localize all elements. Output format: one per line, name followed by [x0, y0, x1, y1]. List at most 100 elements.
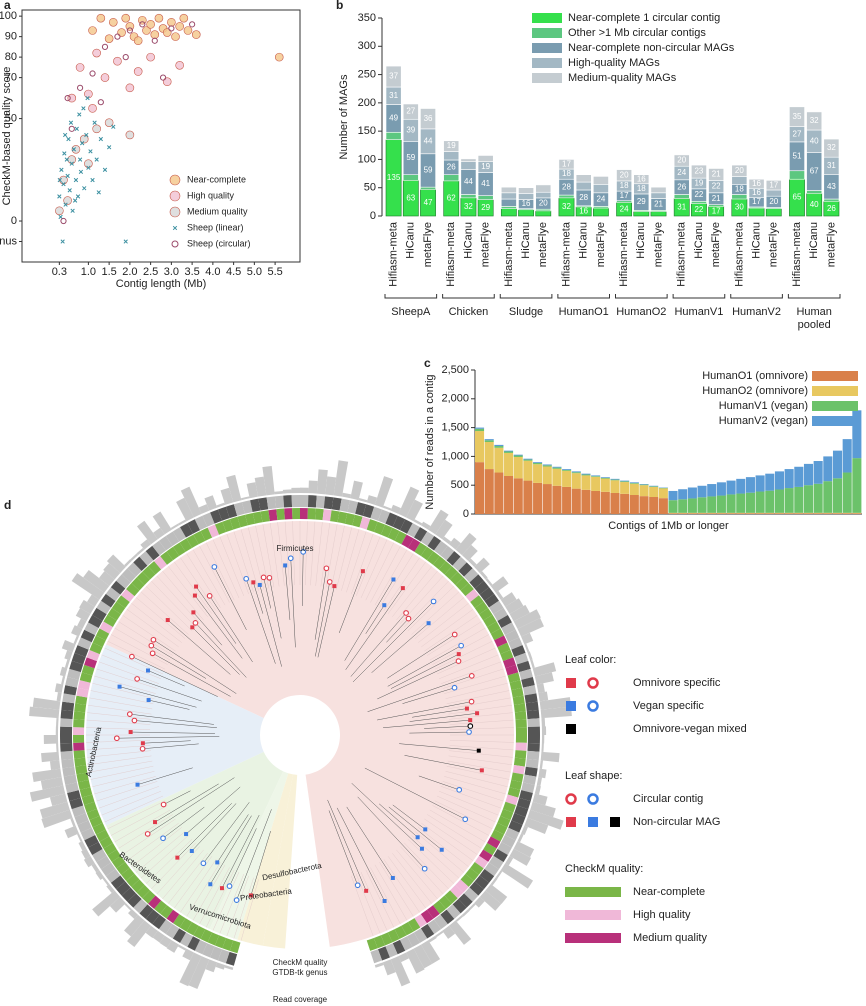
leaf — [287, 555, 294, 562]
genus-cell — [187, 519, 201, 534]
genus-cell — [516, 797, 531, 810]
branch — [116, 736, 220, 739]
bar-segment — [533, 462, 543, 464]
bar-value-label: 31 — [389, 91, 398, 100]
branch — [424, 725, 471, 729]
genus-cell — [60, 718, 73, 728]
spoke — [140, 835, 189, 879]
branch — [418, 775, 460, 791]
coverage-bar — [226, 474, 242, 503]
checkm-cell — [315, 508, 324, 521]
genus-cell — [523, 774, 537, 785]
genus-cell — [377, 946, 390, 961]
bar-segment — [385, 131, 402, 140]
spoke — [262, 524, 275, 588]
branch — [345, 587, 404, 670]
genus-cell — [524, 693, 538, 704]
checkm-cell — [73, 750, 86, 759]
genus-cell — [92, 607, 107, 621]
coverage-bar — [49, 760, 61, 770]
genus-cell — [511, 812, 526, 825]
genus-cell — [165, 531, 180, 546]
x-tick-label: Hifiasm-meta — [560, 221, 572, 287]
bar-segment — [736, 513, 746, 514]
bar-segment — [794, 486, 804, 513]
bar-segment — [620, 493, 630, 514]
checkm-cell — [387, 929, 400, 943]
bar-segment — [500, 208, 517, 217]
spoke — [440, 786, 502, 809]
branch — [236, 809, 272, 901]
branch — [377, 660, 459, 700]
checkm-cell — [460, 583, 474, 597]
spoke — [411, 835, 460, 879]
branch — [192, 627, 240, 675]
point — [104, 118, 114, 127]
bar-segment — [629, 483, 639, 495]
coverage-bar — [29, 706, 60, 719]
point — [57, 194, 62, 199]
leaf — [189, 848, 194, 853]
leaf — [364, 888, 369, 893]
bar-segment — [620, 481, 630, 483]
bar-value-label: 29 — [481, 203, 490, 212]
point — [125, 83, 135, 93]
spoke — [240, 879, 259, 941]
checkm-cell — [73, 727, 85, 735]
branch — [364, 767, 466, 820]
bar-value-label: 40 — [810, 136, 819, 145]
bar-segment — [736, 478, 746, 494]
coverage-bar — [435, 519, 453, 540]
genus-cell — [504, 629, 520, 643]
point — [98, 136, 103, 142]
bar-segment — [552, 467, 562, 469]
checkm-cell — [307, 508, 316, 520]
bar-value-label: 21 — [654, 200, 663, 209]
spoke — [436, 795, 496, 823]
checkm-cell — [95, 628, 110, 641]
ring-label: GTDB-tk genus — [272, 968, 327, 977]
branch — [350, 612, 407, 677]
checkm-cell — [515, 719, 527, 728]
legend-swatch — [812, 401, 858, 411]
bar-segment — [794, 513, 804, 514]
leaf — [134, 676, 140, 682]
genus-cell — [399, 519, 413, 534]
bar-segment — [513, 454, 523, 456]
coverage-bar — [490, 576, 509, 593]
spoke — [86, 740, 151, 743]
legend-label: Near-complete — [633, 886, 705, 898]
coverage-bar — [358, 498, 368, 503]
leaf — [451, 684, 458, 691]
checkm-cell — [186, 922, 199, 936]
y-tick-label: 80 — [5, 51, 17, 63]
spoke — [284, 521, 290, 586]
leaf — [260, 574, 267, 581]
bar-value-label: 18 — [562, 169, 571, 178]
checkm-cell — [330, 510, 340, 523]
checkm-cell — [487, 836, 501, 849]
coverage-bar — [92, 890, 121, 917]
bar-segment — [600, 477, 610, 478]
branch — [390, 653, 459, 689]
point — [58, 214, 63, 220]
bar-segment — [678, 489, 688, 500]
bar-segment — [842, 472, 852, 513]
genus-cell — [121, 568, 136, 583]
bar-segment — [668, 500, 678, 513]
genus-cell — [420, 531, 435, 546]
bar-segment — [731, 176, 748, 185]
coverage-bar — [421, 940, 441, 964]
point — [142, 26, 151, 35]
legend-label: Medium-quality MAGs — [568, 72, 677, 84]
bar-value-label: 32 — [827, 143, 836, 152]
legend-icon — [587, 700, 599, 712]
spoke — [206, 542, 235, 601]
x-tick-label: Hifiasm-meta — [676, 221, 688, 287]
coverage-bar — [49, 793, 68, 807]
spoke — [94, 675, 156, 694]
coverage-bar — [495, 590, 504, 600]
bar-segment — [832, 478, 843, 513]
branch — [229, 828, 257, 887]
coverage-bar — [145, 925, 158, 938]
